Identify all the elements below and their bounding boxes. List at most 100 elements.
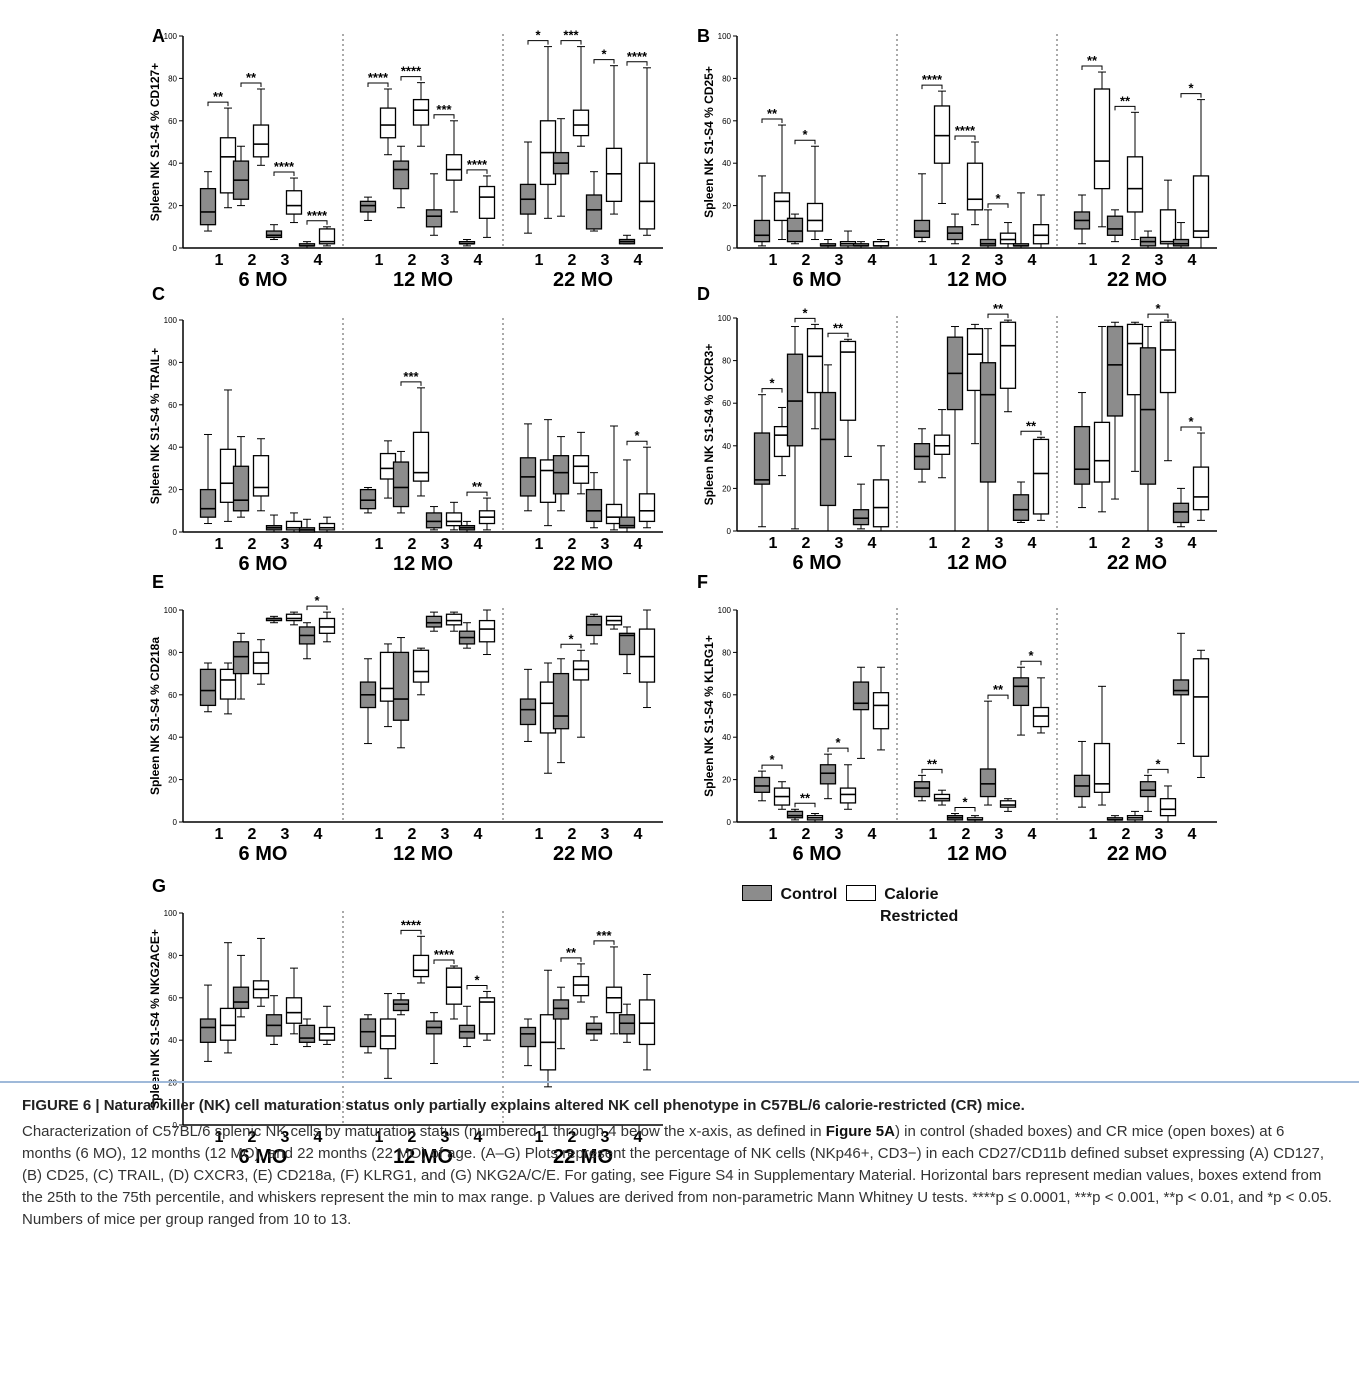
box-calorie-restricted <box>638 162 656 230</box>
box-control <box>852 509 870 526</box>
significance-label: * <box>601 47 607 62</box>
category-tick-label: 1 <box>375 826 384 843</box>
category-tick-label: 1 <box>1089 826 1098 843</box>
significance-label: **** <box>627 49 648 64</box>
significance-label: ** <box>1120 93 1131 108</box>
category-tick-label: 1 <box>535 826 544 843</box>
box-control <box>786 810 804 819</box>
category-tick-label: 3 <box>835 535 844 552</box>
category-tick-label: 2 <box>1122 826 1131 843</box>
y-tick-label: 80 <box>168 358 177 367</box>
box-calorie-restricted <box>1032 706 1050 728</box>
box-calorie-restricted <box>445 613 463 626</box>
box-control <box>232 641 250 675</box>
box-control <box>1106 325 1124 417</box>
significance-bracket <box>794 317 816 323</box>
category-tick-label: 2 <box>802 535 811 552</box>
y-tick-label: 40 <box>722 159 731 168</box>
significance-label: ** <box>472 479 483 494</box>
y-tick-label: 0 <box>727 527 732 536</box>
category-tick-label: 3 <box>441 536 450 553</box>
y-tick-label: 60 <box>168 401 177 410</box>
box-calorie-restricted <box>806 327 824 394</box>
box-calorie-restricted <box>572 109 590 137</box>
panel-letter: F <box>697 572 708 592</box>
box-control <box>1106 215 1124 236</box>
significance-bracket <box>761 118 783 124</box>
category-tick-label: 1 <box>215 826 224 843</box>
category-tick-label: 1 <box>929 535 938 552</box>
significance-bracket <box>400 381 422 386</box>
significance-bracket <box>987 313 1009 319</box>
category-tick-label: 3 <box>1155 535 1164 552</box>
legend: Control Calorie Restricted <box>742 885 958 926</box>
category-tick-label: 4 <box>634 536 643 553</box>
box-calorie-restricted <box>806 202 824 232</box>
category-tick-label: 4 <box>634 252 643 269</box>
box-calorie-restricted <box>933 434 951 455</box>
significance-label: ** <box>213 89 224 104</box>
box-control <box>1172 238 1190 247</box>
box-control <box>552 672 570 730</box>
box-calorie-restricted <box>572 455 590 484</box>
y-axis-label: Spleen NK S1-S4 % KLRG1+ <box>702 635 716 797</box>
panel-f: F 0 20 40 60 80 100 Spleen NK S1-S4 % KLRG1+ 6 M… <box>697 572 1217 865</box>
y-tick-label: 0 <box>727 244 732 253</box>
category-tick-label: 3 <box>281 1129 290 1146</box>
box-control <box>359 200 377 213</box>
panel-letter: D <box>697 284 710 304</box>
category-tick-label: 4 <box>474 536 483 553</box>
category-tick-label: 1 <box>215 536 224 553</box>
category-tick-label: 1 <box>1089 535 1098 552</box>
box-calorie-restricted <box>872 692 890 730</box>
y-tick-label: 0 <box>173 1121 178 1130</box>
box-control <box>425 615 443 628</box>
significance-bracket <box>761 764 783 770</box>
category-tick-label: 1 <box>929 826 938 843</box>
box-calorie-restricted <box>1032 438 1050 515</box>
box-calorie-restricted <box>285 613 303 622</box>
significance-bracket <box>560 957 582 962</box>
caption-body: Characterization of C57BL/6 splenic NK c… <box>22 1121 1337 1231</box>
box-calorie-restricted <box>412 954 430 978</box>
category-tick-label: 3 <box>281 826 290 843</box>
significance-bracket <box>560 643 582 649</box>
y-tick-label: 40 <box>168 1036 177 1045</box>
category-tick-label: 3 <box>1155 826 1164 843</box>
panel-letter: C <box>152 284 165 304</box>
y-tick-label: 100 <box>718 606 732 615</box>
category-tick-label: 3 <box>601 536 610 553</box>
significance-bracket <box>1020 660 1042 666</box>
y-tick-label: 40 <box>168 443 177 452</box>
group-label: 6 MO <box>793 843 842 865</box>
box-control <box>392 160 410 190</box>
panel-c: C 0 20 40 60 80 100 Spleen NK S1-S4 % TRAIL+ 6 M… <box>148 284 663 575</box>
category-tick-label: 2 <box>962 535 971 552</box>
group-label: 6 MO <box>793 552 842 574</box>
box-control <box>819 391 837 507</box>
caption-figure-ref: Figure 5A <box>825 1123 895 1140</box>
y-tick-label: 80 <box>722 74 731 83</box>
category-tick-label: 3 <box>601 826 610 843</box>
significance-bracket <box>921 84 943 90</box>
box-control <box>786 217 804 243</box>
y-axis-label: Spleen NK S1-S4 % CXCR3+ <box>702 344 716 506</box>
panel-e: E 0 20 40 60 80 100 Spleen NK S1-S4 % CD218a 6 M… <box>148 572 663 865</box>
box-control <box>753 432 771 485</box>
category-tick-label: 3 <box>995 826 1004 843</box>
box-calorie-restricted <box>572 660 590 681</box>
box-control <box>786 353 804 447</box>
category-tick-label: 1 <box>1089 252 1098 269</box>
group-label: 22 MO <box>1107 843 1167 865</box>
category-tick-label: 2 <box>962 252 971 269</box>
y-tick-label: 100 <box>718 314 732 323</box>
y-axis-label: Spleen NK S1-S4 % CD25+ <box>702 66 716 218</box>
significance-bracket <box>560 40 582 45</box>
group-label: 12 MO <box>947 843 1007 865</box>
significance-label: * <box>802 305 808 320</box>
category-tick-label: 3 <box>601 1129 610 1146</box>
group-label: 22 MO <box>1107 269 1167 291</box>
y-tick-label: 20 <box>722 202 731 211</box>
group-label: 22 MO <box>553 1146 613 1168</box>
significance-bracket <box>794 139 816 145</box>
